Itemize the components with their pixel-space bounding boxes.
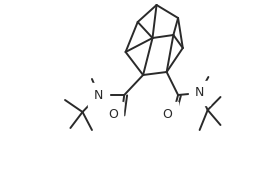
Text: O: O xyxy=(108,108,118,121)
Text: N: N xyxy=(195,86,204,100)
Text: O: O xyxy=(163,108,172,121)
Text: N: N xyxy=(94,88,103,101)
